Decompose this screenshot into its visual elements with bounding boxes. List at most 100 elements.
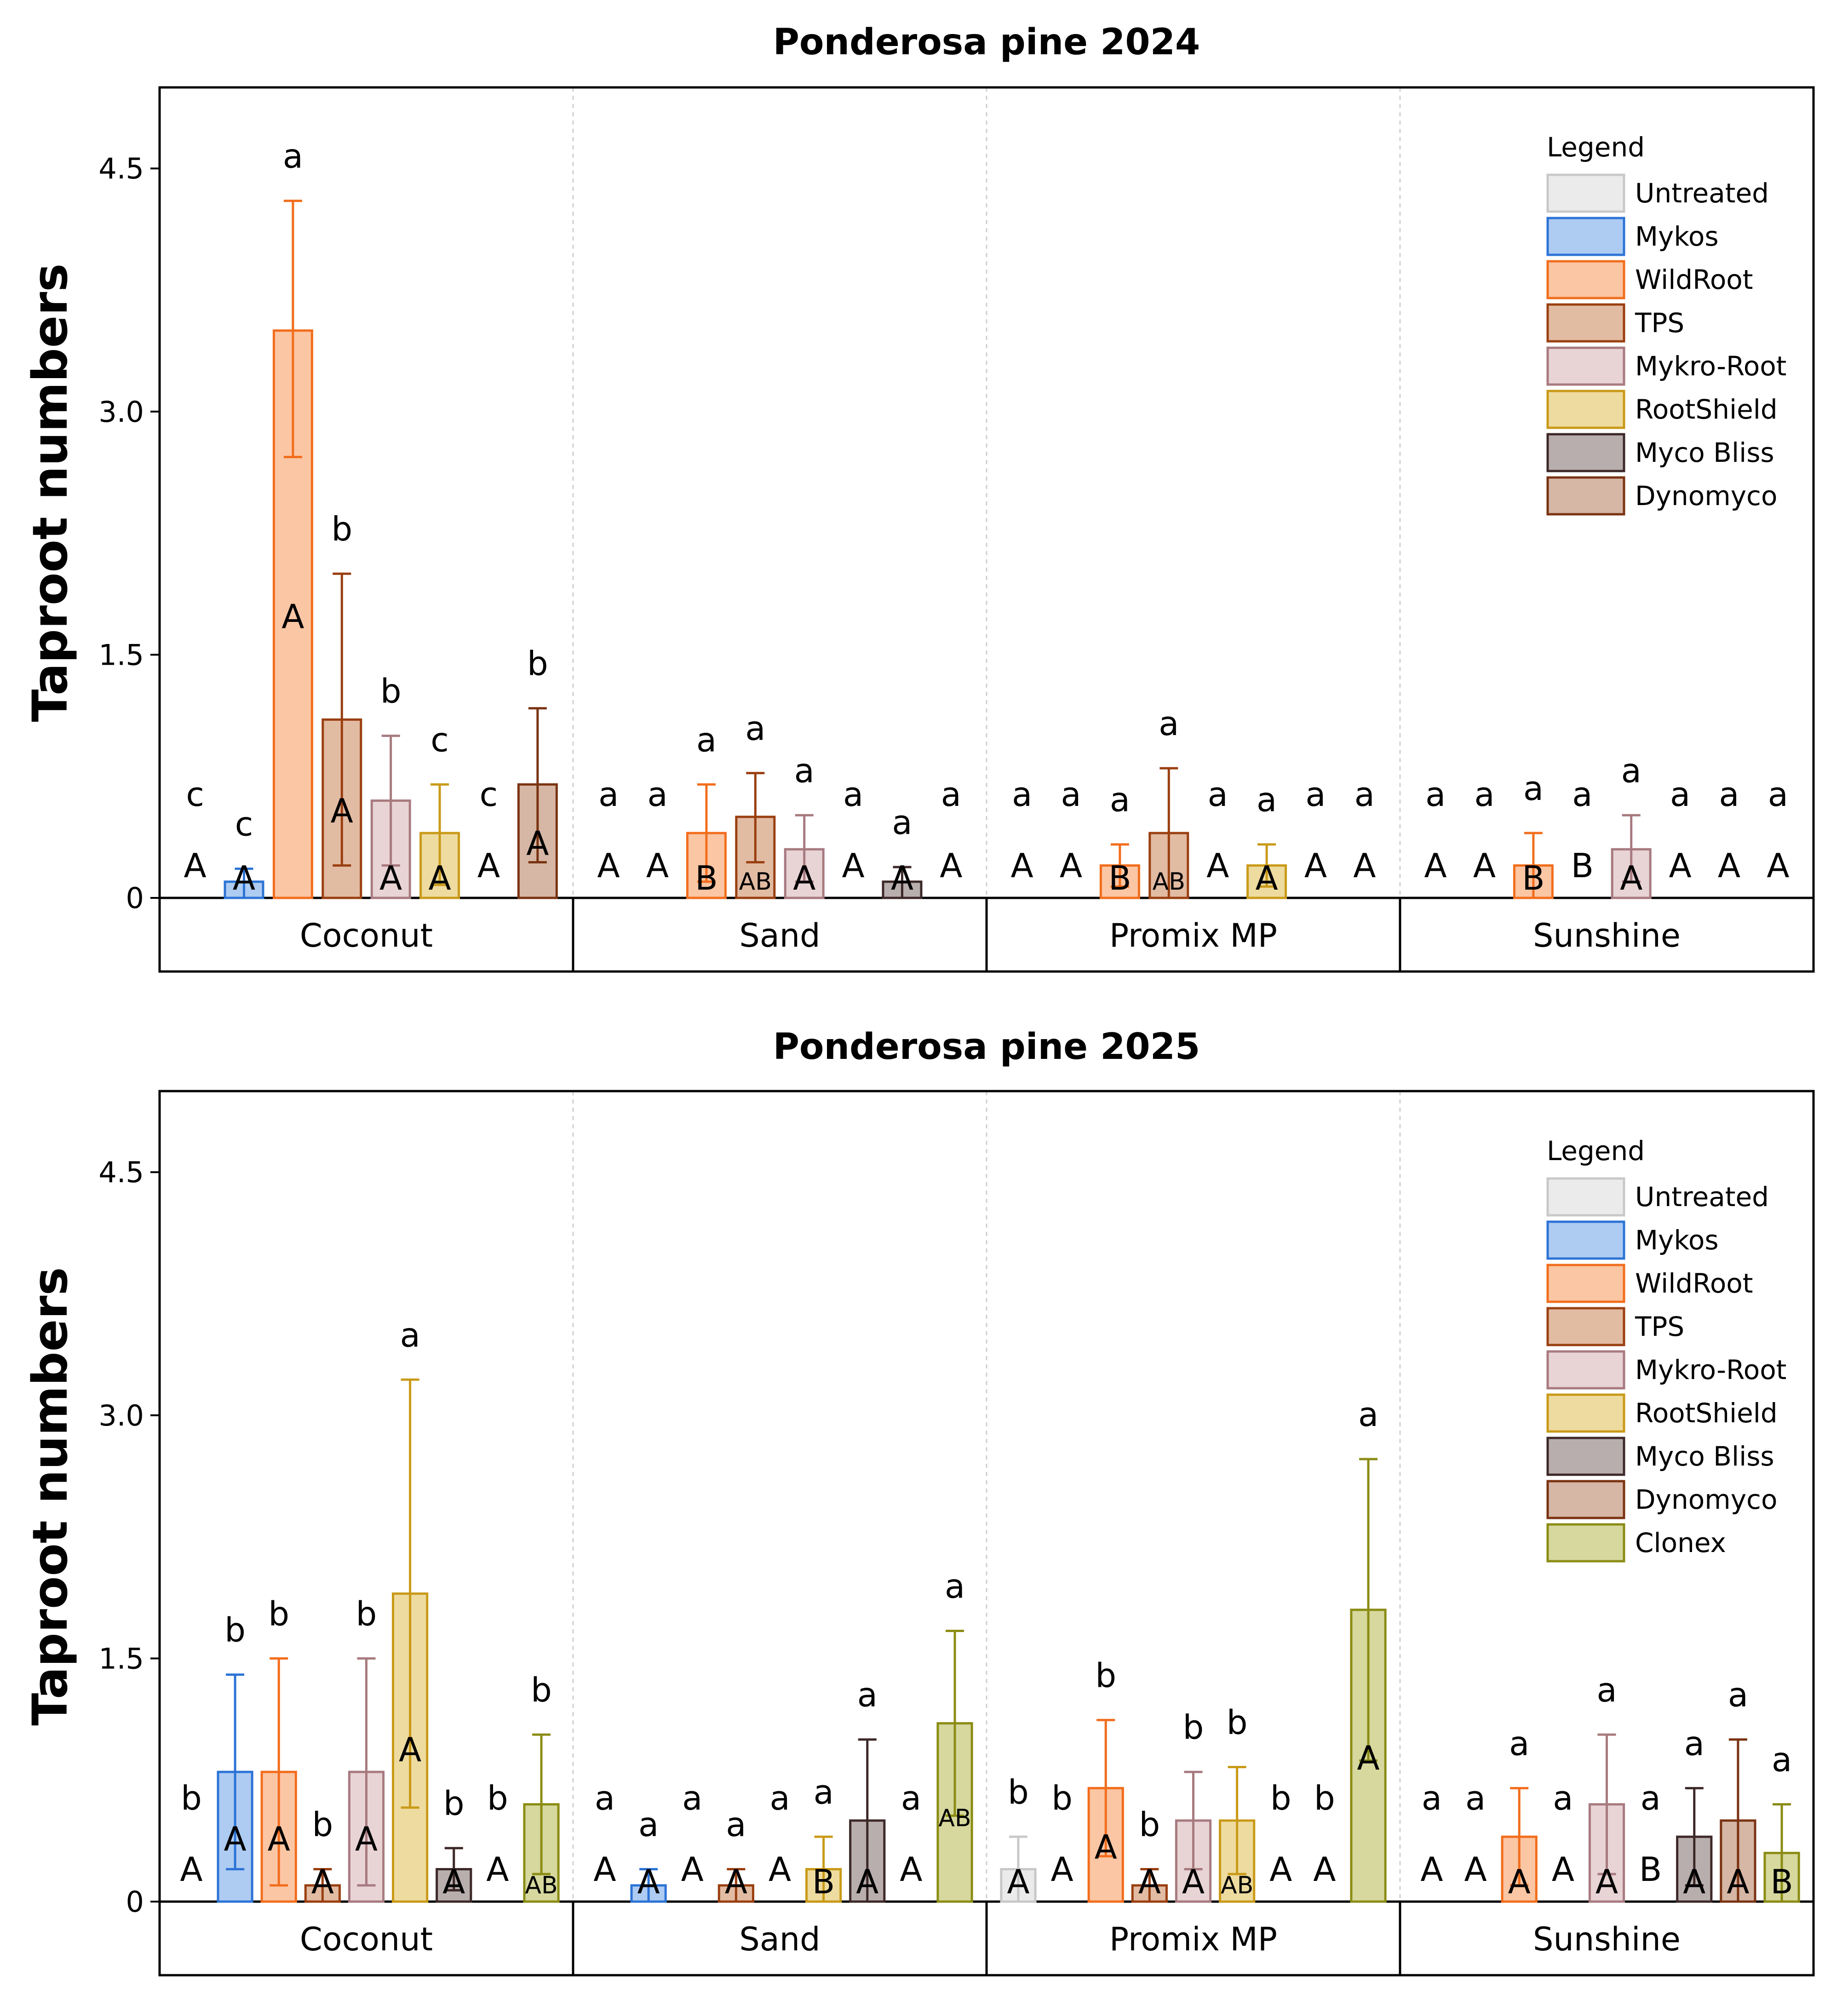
significance-letter-upper: A <box>769 1850 791 1889</box>
significance-letter-lower: a <box>1596 1671 1617 1709</box>
significance-letter-lower: b <box>443 1784 465 1823</box>
significance-letter-upper: A <box>1269 1850 1292 1889</box>
significance-letter-upper: A <box>1620 859 1642 897</box>
significance-letter-upper: A <box>1206 846 1229 885</box>
legend-label: Myco Bliss <box>1635 437 1774 468</box>
significance-letter-lower: a <box>1354 775 1375 814</box>
significance-letter-lower: b <box>1227 1703 1248 1742</box>
significance-letter-upper: A <box>1552 1850 1574 1889</box>
significance-letter-lower: a <box>843 775 863 814</box>
significance-letter-lower: a <box>814 1773 834 1811</box>
significance-letter-lower: a <box>1159 704 1179 743</box>
y-tick-label: 1.5 <box>98 638 144 672</box>
y-tick-label: 0 <box>126 1885 144 1919</box>
significance-letter-lower: a <box>769 1779 790 1817</box>
significance-letter-lower: a <box>745 709 765 748</box>
significance-letter-upper: A <box>940 846 962 885</box>
significance-letter-lower: a <box>1422 1779 1442 1817</box>
significance-letter-lower: a <box>1670 775 1690 814</box>
significance-letter-lower: a <box>1465 1779 1486 1817</box>
significance-letter-lower: a <box>1509 1724 1529 1763</box>
legend-swatch <box>1546 476 1625 516</box>
legend-label: RootShield <box>1635 1397 1778 1429</box>
significance-letter-upper: A <box>224 1820 246 1858</box>
significance-letter-lower: b <box>312 1805 333 1844</box>
significance-letter-upper: A <box>486 1850 509 1889</box>
legend-swatch <box>1546 303 1625 343</box>
significance-letter-upper: A <box>1473 846 1496 885</box>
significance-letter-upper: A <box>725 1863 747 1901</box>
significance-letter-lower: b <box>356 1594 377 1633</box>
significance-letter-upper: A <box>1060 846 1082 885</box>
significance-letter-lower: a <box>1553 1779 1573 1817</box>
legend-swatch <box>1546 1220 1625 1260</box>
significance-letter-lower: b <box>1183 1708 1204 1747</box>
significance-letter-upper: A <box>233 859 255 897</box>
significance-letter-upper: A <box>593 1850 616 1889</box>
legend-title: Legend <box>1547 1135 1645 1167</box>
significance-letter-lower: a <box>1110 781 1130 819</box>
significance-letter-upper: A <box>900 1850 922 1889</box>
legend-swatch <box>1546 217 1625 256</box>
legend-label: Untreated <box>1635 1181 1769 1213</box>
significance-letter-lower: a <box>1719 775 1739 814</box>
significance-letter-lower: a <box>1012 775 1032 814</box>
chart-title: Ponderosa pine 2025 <box>773 1026 1200 1068</box>
legend-swatch <box>1546 173 1625 213</box>
significance-letter-lower: a <box>1768 775 1788 814</box>
significance-letter-upper: A <box>180 1850 202 1889</box>
significance-letter-upper: B <box>1522 859 1544 897</box>
legend-label: Dynomyco <box>1635 480 1777 512</box>
significance-letter-upper: B <box>1639 1850 1662 1889</box>
significance-letter-lower: a <box>1772 1741 1792 1779</box>
significance-letter-upper: A <box>1595 1863 1618 1901</box>
significance-letter-upper: B <box>1770 1863 1793 1901</box>
legend-label: Mykro-Root <box>1635 351 1786 382</box>
group-label: Promix MP <box>1109 1920 1277 1958</box>
significance-letter-upper: AB <box>1153 868 1185 896</box>
significance-letter-upper: A <box>1353 846 1376 885</box>
significance-letter-upper: A <box>355 1820 378 1858</box>
y-tick-label: 3.0 <box>98 1399 144 1432</box>
significance-letter-lower: c <box>186 775 204 814</box>
significance-letter-lower: a <box>283 137 303 176</box>
significance-letter-lower: a <box>595 1779 615 1817</box>
significance-letter-upper: A <box>793 859 815 897</box>
significance-letter-lower: b <box>268 1594 289 1633</box>
significance-letter-upper: A <box>646 846 669 885</box>
legend-swatch <box>1546 390 1625 429</box>
significance-letter-lower: b <box>1008 1773 1029 1811</box>
group-label: Coconut <box>300 1920 433 1958</box>
significance-letter-upper: A <box>891 859 913 897</box>
group-label: Sunshine <box>1533 917 1681 954</box>
significance-letter-upper: A <box>1182 1863 1205 1901</box>
significance-letter-lower: a <box>1257 781 1277 819</box>
legend-label: TPS <box>1635 1311 1684 1342</box>
significance-letter-upper: A <box>331 792 353 830</box>
panel-2025: Ponderosa pine 2025 Taproot numbers 0 1.5 3.… <box>22 1026 1815 1977</box>
legend-label: WildRoot <box>1635 1268 1753 1299</box>
significance-letter-upper: B <box>812 1863 835 1901</box>
legend-swatch <box>1546 1393 1625 1433</box>
significance-letter-upper: A <box>1727 1863 1749 1901</box>
significance-letter-upper: A <box>281 597 304 636</box>
legend-label: Clonex <box>1635 1527 1726 1558</box>
legend-swatch <box>1546 1177 1625 1217</box>
significance-letter-upper: A <box>1718 846 1740 885</box>
significance-letter-lower: b <box>1314 1779 1335 1817</box>
chart-title: Ponderosa pine 2024 <box>773 22 1200 63</box>
legend-swatch <box>1546 433 1625 472</box>
significance-letter-upper: A <box>379 859 402 897</box>
significance-letter-upper: A <box>856 1863 878 1901</box>
significance-letter-upper: A <box>1313 1850 1336 1889</box>
significance-letter-upper: A <box>477 846 500 885</box>
significance-letter-lower: b <box>527 644 548 683</box>
significance-letter-lower: a <box>1305 775 1326 814</box>
y-axis-label: Taproot numbers <box>22 1267 78 1726</box>
legend-label: TPS <box>1635 307 1684 339</box>
significance-letter-lower: a <box>647 775 667 814</box>
significance-letter-lower: a <box>1061 775 1081 814</box>
group-label: Sunshine <box>1533 1920 1681 1958</box>
significance-letter-lower: a <box>400 1316 420 1354</box>
